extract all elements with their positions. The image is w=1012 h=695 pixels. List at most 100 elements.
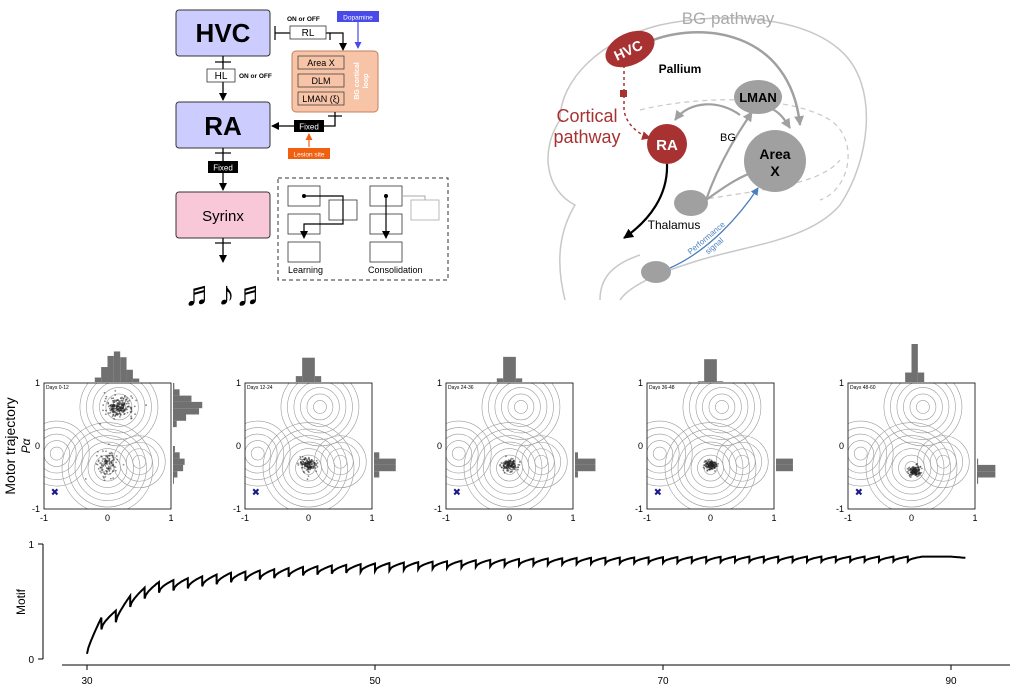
contour-line xyxy=(514,400,528,414)
scatter-point xyxy=(114,411,117,413)
scatter-point xyxy=(917,466,920,469)
scatter-point xyxy=(104,397,107,400)
scatter-point xyxy=(114,389,117,392)
scatter-point xyxy=(117,408,120,411)
scatter-point xyxy=(111,470,114,473)
scatter-point xyxy=(510,465,513,468)
y-tick-label-bottom: 0 xyxy=(28,655,34,666)
scatter-point xyxy=(112,401,115,404)
scatter-point xyxy=(503,471,506,474)
scatter-point xyxy=(115,455,118,457)
scatter-point xyxy=(119,415,121,418)
scatter-point xyxy=(499,464,501,467)
scatter-point xyxy=(109,466,112,469)
contour-line xyxy=(507,393,535,421)
scatter-point xyxy=(108,458,111,460)
scatter-point xyxy=(126,411,129,414)
scatter-point xyxy=(115,406,118,409)
pallium-label: Pallium xyxy=(659,62,702,76)
scatter-point xyxy=(110,461,113,464)
scatter-point xyxy=(510,457,513,460)
contour-line xyxy=(722,441,763,482)
scatter-point xyxy=(303,471,306,474)
scatter-point xyxy=(306,478,309,481)
scatter-point xyxy=(117,404,119,406)
hvc-ra-pathway xyxy=(623,65,651,141)
scatter-point xyxy=(135,399,138,402)
scatter-point xyxy=(95,463,98,465)
lman-box xyxy=(297,91,345,106)
scatter-point xyxy=(918,468,921,470)
dlm-box xyxy=(297,73,345,88)
scatter-point xyxy=(713,464,716,467)
scatter-point xyxy=(113,410,116,413)
contour-line xyxy=(99,387,139,427)
x-tick-label-70: 70 xyxy=(657,676,669,687)
panel-title: Days 36-48 xyxy=(649,385,675,391)
scatter-point xyxy=(315,462,317,465)
scatter-point xyxy=(124,400,127,402)
scatter-point xyxy=(299,456,302,458)
scatter-point xyxy=(101,460,104,462)
scatter-point xyxy=(97,467,100,470)
scatter-point xyxy=(84,478,87,480)
panel-frame xyxy=(43,382,172,510)
y-histogram-bar xyxy=(173,477,174,484)
scatter-point xyxy=(99,422,101,425)
lman-nucleus xyxy=(734,80,782,114)
contour-line xyxy=(929,448,957,476)
panel-y-tick: 1 xyxy=(437,378,442,388)
scatter-point xyxy=(506,468,509,471)
scatter-point xyxy=(706,463,709,466)
bg-pathway-title: BG pathway xyxy=(682,9,775,28)
contour-line xyxy=(451,446,466,461)
y-histogram-bar xyxy=(173,383,175,390)
contour-line xyxy=(501,387,541,427)
contour-line xyxy=(44,427,83,480)
scatter-point xyxy=(112,414,115,416)
trajectory-panel: ✖ Days 48-60 -1-1 0 0 1 1 xyxy=(836,344,996,523)
scatter-point xyxy=(114,415,116,417)
scatter-point xyxy=(118,409,121,412)
target-x-icon: ✖ xyxy=(453,487,461,498)
scatter-point xyxy=(511,470,513,473)
contour-line xyxy=(446,440,472,467)
contour-line xyxy=(293,383,347,434)
scatter-point xyxy=(122,397,125,400)
scatter-point xyxy=(116,413,119,416)
bg-label: BG xyxy=(720,132,736,144)
scatter-point xyxy=(103,471,105,473)
contour-line xyxy=(288,448,329,488)
y-histogram-bar xyxy=(173,464,184,472)
target-x-icon: ✖ xyxy=(252,487,260,498)
scatter-point xyxy=(303,458,306,461)
scatter-point xyxy=(121,403,124,405)
scatter-point xyxy=(102,409,104,412)
contour-line xyxy=(313,400,327,414)
scatter-point xyxy=(915,472,917,475)
consolidation-schematic: Consolidation xyxy=(368,185,440,275)
contour-line xyxy=(647,420,693,487)
contour-line xyxy=(483,441,536,495)
scatter-point xyxy=(104,400,106,403)
trajectory-panel: ✖ Days 12-24 -1-1 0 0 1 1 xyxy=(233,357,396,523)
scatter-point xyxy=(915,463,918,466)
scatter-point xyxy=(502,469,505,472)
contour-line xyxy=(521,441,562,482)
y-histogram-bar xyxy=(977,471,996,478)
scatter-point xyxy=(123,409,126,412)
fixed-syrinx-box xyxy=(208,161,238,173)
area-x-nucleus-label-2: X xyxy=(770,163,780,179)
ra-output-arrow xyxy=(623,163,669,239)
scatter-point xyxy=(513,463,516,466)
contour-line xyxy=(49,446,64,461)
scatter-point xyxy=(125,402,128,405)
panel-x-tick: 1 xyxy=(369,513,374,523)
thalamus-label: Thalamus xyxy=(648,218,701,232)
scatter-point xyxy=(107,465,110,468)
scatter-point xyxy=(511,461,513,464)
scatter-point xyxy=(123,402,125,405)
scatter-point xyxy=(121,404,124,407)
scatter-point xyxy=(115,409,118,412)
